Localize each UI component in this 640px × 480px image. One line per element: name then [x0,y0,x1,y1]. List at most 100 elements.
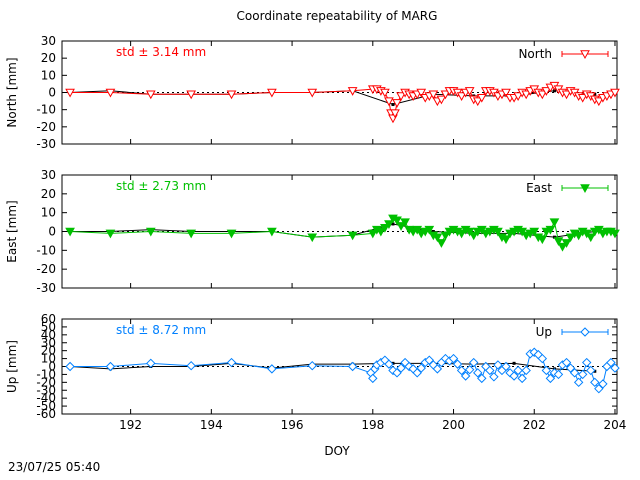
up-series-point [416,363,426,373]
up-y-tick-label: 20 [41,344,56,358]
up-daily-point [593,369,597,373]
north-series-point [226,90,237,100]
east-series-point [432,233,443,243]
up-series-point [489,372,499,382]
up-series-point [384,359,394,369]
north-series-point [476,93,487,103]
up-series-point [493,360,503,370]
north-series-point [145,90,156,100]
up-series-point [509,371,519,381]
up-series-point [561,357,572,368]
north-series-point [472,97,483,107]
north-series-point [307,88,318,98]
up-series-point [594,383,604,394]
north-y-tick-label: -20 [36,120,56,134]
north-y-tick-label: 30 [41,34,56,48]
north-series-point [464,87,475,96]
north-series-point [105,88,116,98]
north-series-point [416,88,427,98]
up-y-tick-label: 0 [48,360,56,374]
up-series-point [582,357,592,368]
timestamp: 23/07/25 05:40 [8,460,101,474]
north-series-point [65,88,75,98]
north-y-tick-label: 20 [41,51,56,65]
east-y-tick-label: -20 [36,262,56,276]
east-series-point [307,233,318,243]
east-series-point [456,229,467,239]
up-series-point [485,365,495,376]
east-series-point [573,231,584,241]
x-axis-label: DOY [324,444,350,458]
up-y-tick-label: -10 [36,367,56,381]
east-daily-point [431,230,435,233]
east-series-point [557,242,568,252]
east-series-point [367,229,378,239]
north-series-point [436,95,447,105]
north-legend-label: North [518,47,552,61]
north-legend-marker [580,50,590,60]
up-series-point [598,379,608,389]
east-series-point [380,224,390,233]
east-series-point [549,218,560,228]
up-series-point [590,377,600,388]
up-y-tick-label: 30 [41,336,56,350]
east-series-point [529,227,540,237]
east-series-point [501,235,511,245]
panel-east: -30 -20 -10 0 10 20 30 East [mm] std ± 2.73 mm Ea… [5,168,620,295]
north-series-point [440,90,451,100]
north-series-point [384,97,394,107]
east-series-point [347,231,358,241]
east-series-point [537,235,548,245]
x-tick-label: 194 [200,418,223,432]
x-tick-label: 202 [523,418,546,432]
east-series-point [610,229,620,239]
up-series-point [565,363,576,373]
north-daily-point [552,89,556,93]
east-series-point [545,225,556,235]
east-series-point [65,227,75,237]
up-series-point [469,357,479,368]
east-series-point [553,237,564,246]
up-series-point [606,357,616,368]
up-y-tick-label: 40 [41,328,56,342]
east-y-tick-label: 10 [41,206,56,220]
east-series-point [424,225,435,235]
north-y-tick-label: -10 [36,103,56,117]
up-series-point [226,357,237,368]
up-series-point [432,364,443,374]
up-y-tick-label: -30 [36,383,56,397]
up-series-point [460,371,471,381]
up-legend-marker [580,327,590,337]
east-series-point [396,222,406,231]
up-series-point [347,361,358,372]
up-series-point [541,365,552,376]
north-y-tick-label: 0 [48,86,56,100]
east-series-point [565,233,576,243]
north-series-point [396,92,406,101]
north-y-tick-label: -30 [36,137,56,151]
east-series-point [376,227,386,237]
up-series-line [70,351,616,390]
x-tick-label: 204 [604,418,627,432]
east-daily-point [552,235,556,239]
up-series-point [464,364,475,375]
north-daily-point [391,103,395,107]
up-series-point [501,361,511,372]
up-series-point [456,365,467,376]
up-series-point [424,355,435,365]
up-series-point [577,369,588,380]
east-legend-marker [580,184,590,194]
east-series-point [145,227,156,237]
east-series-point [226,229,237,239]
up-y-tick-label: -20 [36,375,56,389]
north-series-point [186,90,197,100]
north-series-point [513,92,523,101]
up-series-point [477,373,487,384]
east-y-tick-label: 30 [41,168,56,182]
up-series-point [521,365,531,376]
up-series-point [392,368,402,378]
up-series-point [448,353,459,364]
up-series-point [553,369,564,380]
